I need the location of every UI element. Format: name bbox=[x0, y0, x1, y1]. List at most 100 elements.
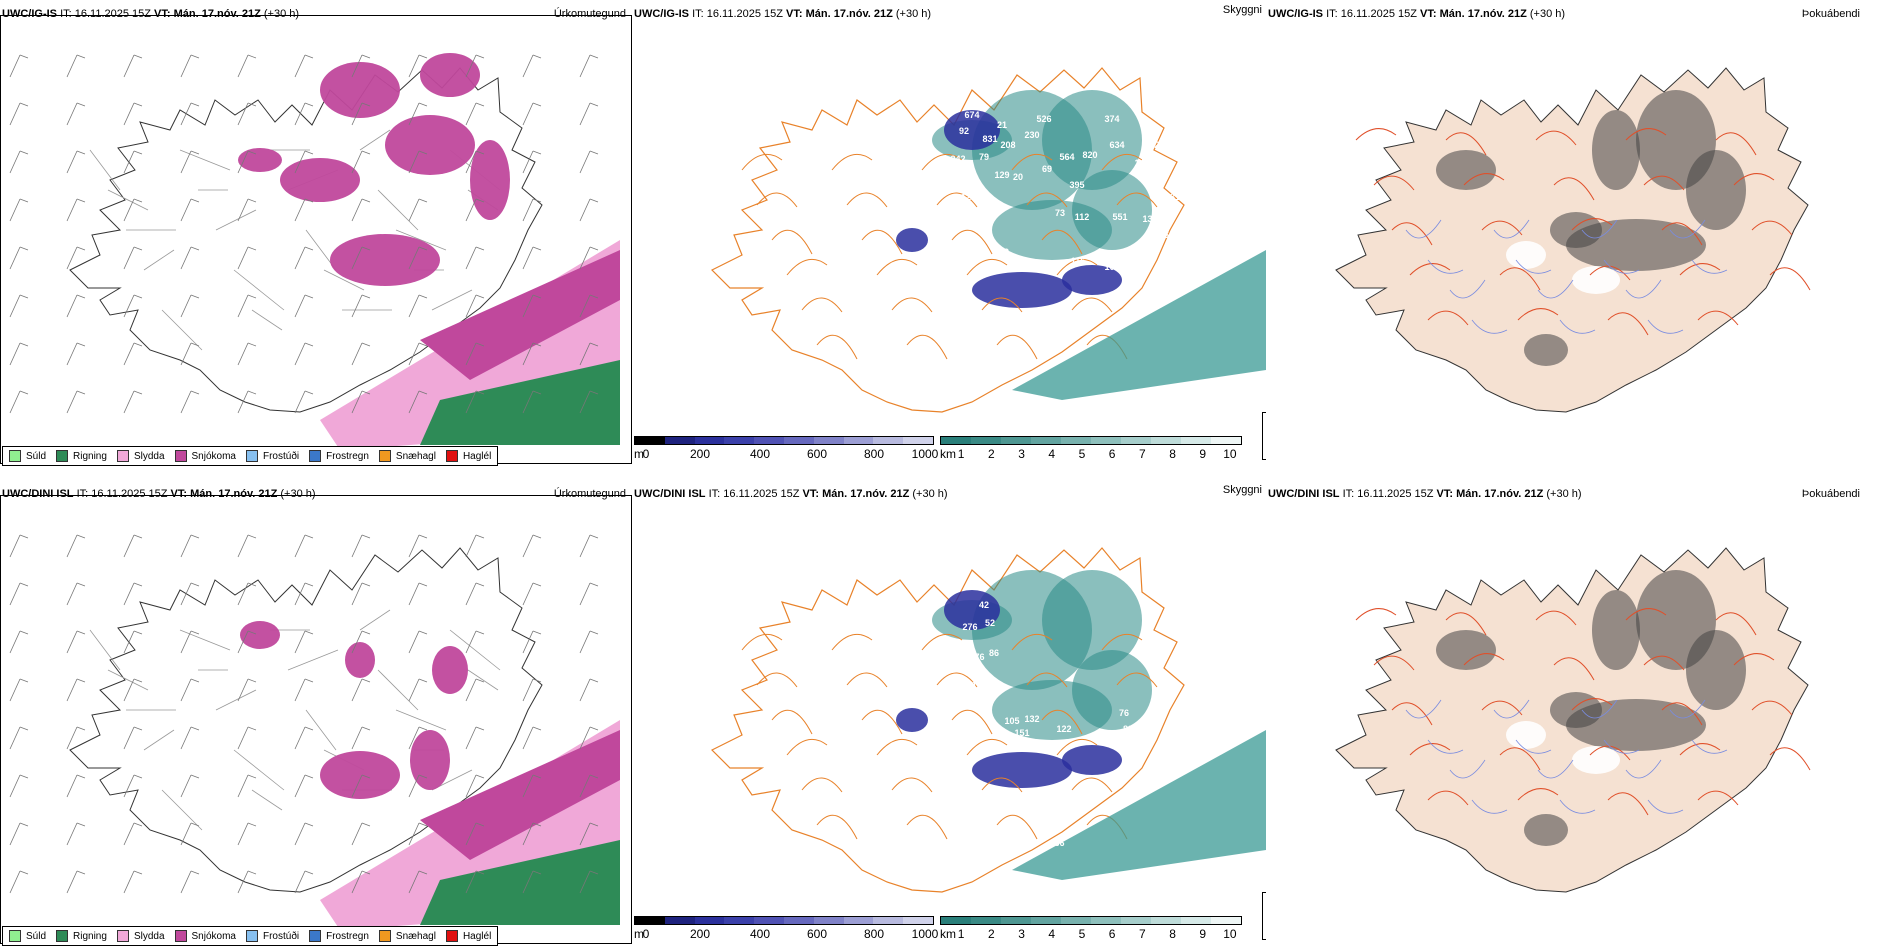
road-line bbox=[876, 258, 918, 276]
road-line bbox=[1661, 222, 1703, 246]
road-line bbox=[251, 789, 283, 811]
precip-map bbox=[9, 53, 620, 450]
wind-barb bbox=[66, 390, 86, 414]
cloud-base-value: 831 bbox=[982, 134, 997, 144]
wind-barb bbox=[294, 534, 314, 558]
init-time: IT: 16.11.2025 15Z bbox=[60, 8, 151, 20]
legend-item: Snæhagl bbox=[378, 930, 436, 942]
road-line bbox=[1571, 698, 1613, 711]
road-line bbox=[1373, 175, 1415, 191]
river-line bbox=[1449, 759, 1486, 779]
wind-barb bbox=[522, 870, 542, 894]
valid-time: Mán. 17.nóv. 21Z bbox=[1439, 8, 1527, 20]
cloud-base-value: 157 bbox=[1030, 260, 1045, 270]
wind-barb bbox=[123, 150, 143, 174]
river-line bbox=[1471, 319, 1508, 334]
wind-barb bbox=[522, 198, 542, 222]
panel-header: UWC/DINI ISL IT: 16.11.2025 15Z VT: Mán.… bbox=[2, 488, 316, 500]
wind-barb bbox=[9, 150, 29, 174]
visibility-band bbox=[1012, 730, 1266, 880]
wind-barb bbox=[66, 54, 86, 78]
road-line bbox=[996, 334, 1038, 360]
visibility-area bbox=[1042, 90, 1142, 190]
wind-barb bbox=[9, 870, 29, 894]
wind-barb bbox=[123, 870, 143, 894]
road-line bbox=[951, 709, 993, 735]
wind-barb bbox=[294, 630, 314, 654]
wind-barb bbox=[9, 726, 29, 750]
road-line bbox=[1751, 220, 1793, 236]
lead-time: (+30 h) bbox=[263, 8, 300, 20]
panel-title: Skyggni bbox=[1222, 4, 1262, 16]
wind-barb bbox=[408, 582, 428, 606]
cloud-base-value: 12 bbox=[961, 178, 971, 188]
river-line bbox=[1449, 279, 1486, 299]
wind-barb bbox=[237, 534, 257, 558]
wind-barb bbox=[465, 726, 485, 750]
snow-area bbox=[420, 53, 480, 97]
road-line bbox=[1391, 702, 1433, 726]
wind-barb bbox=[465, 390, 485, 414]
wind-barb bbox=[237, 342, 257, 366]
wind-barb bbox=[465, 822, 485, 846]
precip-legend: Súld Rigning Slydda Snjókoma Frostúði Fr… bbox=[2, 446, 499, 466]
road-line bbox=[1026, 192, 1068, 208]
road-line bbox=[1643, 175, 1685, 191]
wind-barb bbox=[294, 150, 314, 174]
road-line bbox=[1769, 747, 1811, 771]
road-line bbox=[1733, 173, 1775, 186]
wind-barb bbox=[294, 678, 314, 702]
wind-barb bbox=[579, 294, 599, 318]
cloud-base-value: 13 bbox=[1163, 244, 1173, 254]
road-line bbox=[846, 192, 888, 208]
wind-barb bbox=[465, 870, 485, 894]
road-line bbox=[359, 609, 391, 631]
wind-barb bbox=[351, 198, 371, 222]
road-line bbox=[233, 749, 285, 791]
cloud-base-area bbox=[896, 228, 928, 252]
road-line bbox=[786, 258, 828, 276]
road-line bbox=[1116, 672, 1158, 688]
wind-barb bbox=[66, 246, 86, 270]
road-line bbox=[215, 209, 257, 231]
road-line bbox=[1056, 258, 1098, 276]
wind-barb bbox=[579, 102, 599, 126]
fog-panel: UWC/DINI ISL IT: 16.11.2025 15Z VT: Mán.… bbox=[1266, 480, 1900, 950]
wind-barb bbox=[123, 390, 143, 414]
wind-barb bbox=[9, 390, 29, 414]
cloud-base-area bbox=[896, 708, 928, 732]
river-line bbox=[1603, 259, 1640, 274]
wind-barb bbox=[180, 774, 200, 798]
cloud-base-value: 132 bbox=[1024, 714, 1039, 724]
road-line bbox=[831, 633, 873, 651]
cloud-base-value: 242 bbox=[950, 154, 965, 164]
road-line bbox=[1071, 297, 1113, 313]
road-line bbox=[1553, 657, 1595, 681]
road-line bbox=[107, 669, 149, 691]
wind-barb bbox=[522, 630, 542, 654]
cloud-base-area bbox=[1062, 745, 1122, 775]
road-line bbox=[1355, 608, 1397, 621]
cloud-base-value: 131 bbox=[1142, 214, 1157, 224]
wind-barb bbox=[579, 198, 599, 222]
wind-barb bbox=[522, 246, 542, 270]
wind-barb bbox=[579, 342, 599, 366]
fog-area bbox=[1436, 630, 1496, 670]
road-line bbox=[756, 192, 798, 208]
road-line bbox=[876, 738, 918, 756]
panel-title: Þokuábendi bbox=[1801, 8, 1860, 20]
wind-barb bbox=[522, 678, 542, 702]
wind-barb bbox=[294, 822, 314, 846]
river-line bbox=[1493, 699, 1530, 719]
model-name: UWC/DINI ISL bbox=[1268, 488, 1340, 500]
wind-barb bbox=[66, 630, 86, 654]
valid-time-label: VT: bbox=[802, 488, 820, 500]
panel-header: UWC/DINI ISL IT: 16.11.2025 15Z VT: Mán.… bbox=[634, 488, 948, 500]
road-line bbox=[756, 672, 798, 688]
cloud-base-value: 88 bbox=[1141, 258, 1151, 268]
visibility-area bbox=[1042, 570, 1142, 670]
snow-area bbox=[240, 621, 280, 649]
fog-area bbox=[1686, 630, 1746, 710]
road-line bbox=[1607, 792, 1649, 816]
wind-barb bbox=[579, 246, 599, 270]
